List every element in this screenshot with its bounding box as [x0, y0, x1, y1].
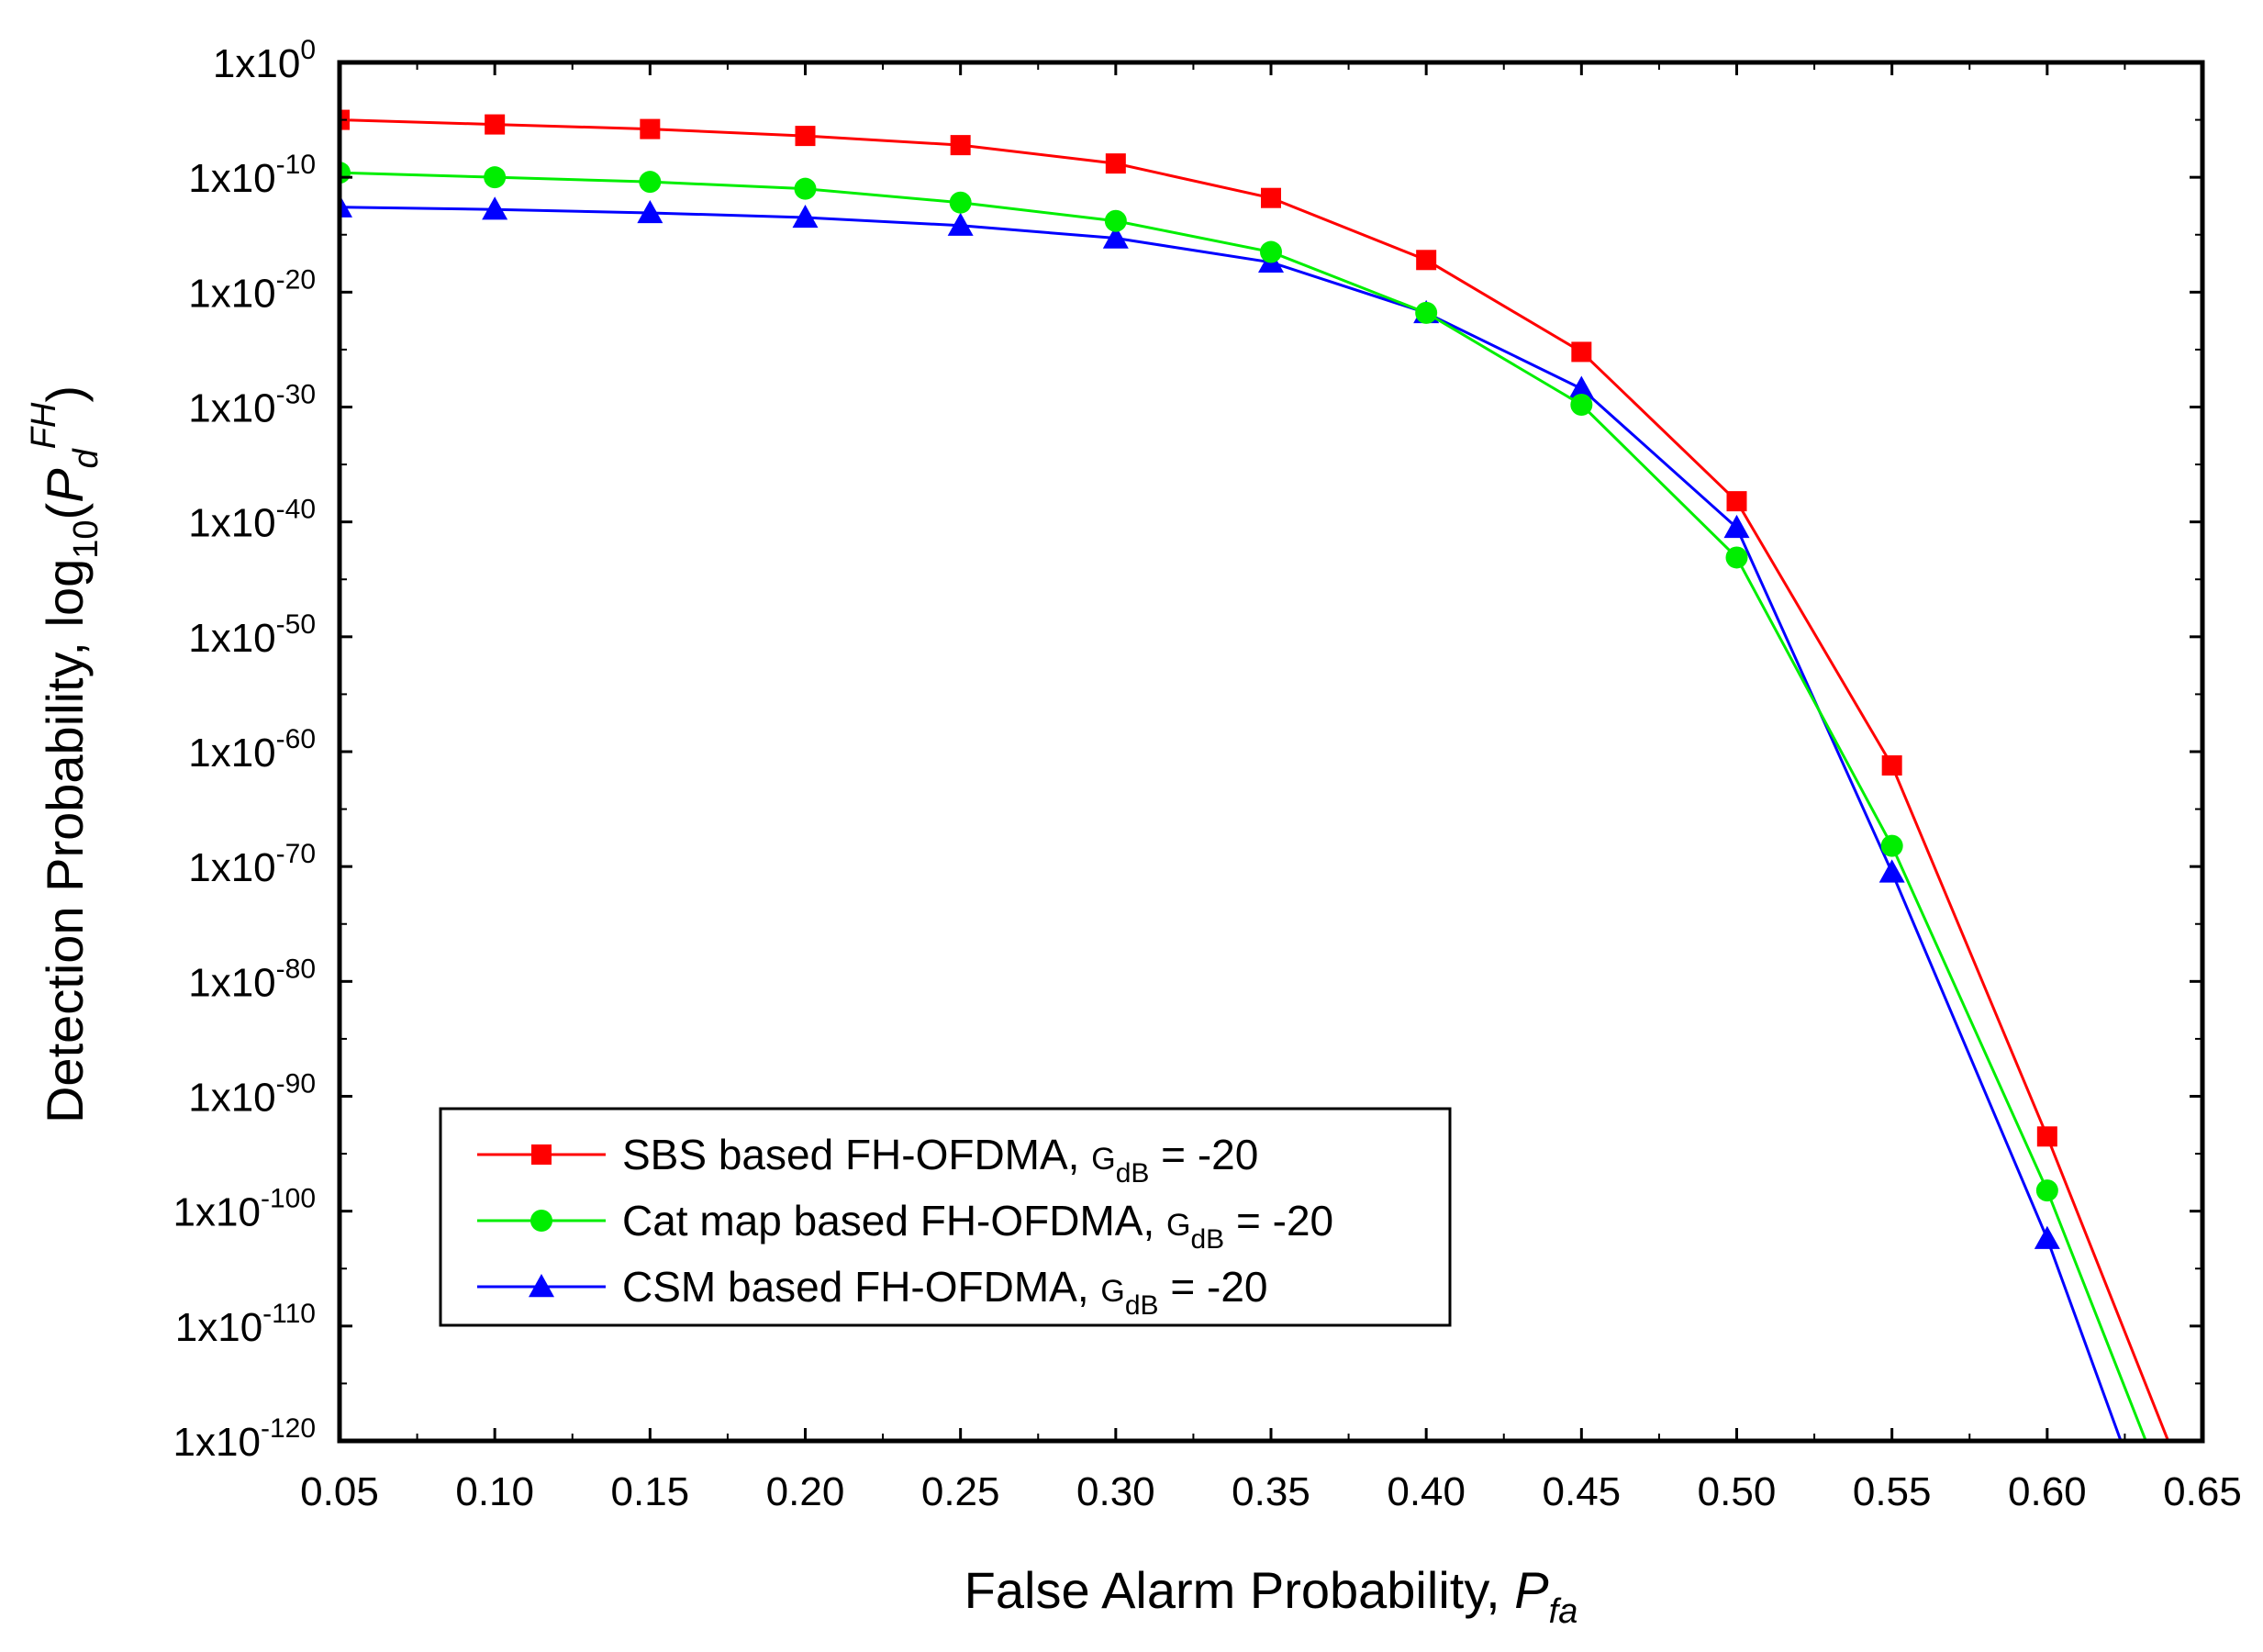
y-tick-label: 1x100 [213, 35, 316, 86]
x-tick-label: 0.30 [1076, 1469, 1155, 1514]
data-point-circle [2035, 1179, 2058, 1202]
y-tick-label: 1x10-60 [188, 724, 316, 776]
data-point-square [950, 135, 971, 156]
data-point-square [1571, 341, 1592, 363]
x-tick-label: 0.20 [766, 1469, 845, 1514]
x-tick-label: 0.55 [1853, 1469, 1932, 1514]
y-tick-label: 1x10-40 [188, 495, 316, 546]
x-axis-label: False Alarm Probability, Pfa [964, 1561, 1578, 1631]
data-point-triangle [1102, 225, 1129, 249]
x-tick-label: 0.40 [1387, 1469, 1466, 1514]
legend-box [439, 1107, 1452, 1327]
data-point-triangle [340, 194, 352, 218]
legend: SBS based FH-OFDMA, GdB = -20 Cat map bas… [439, 1107, 1452, 1327]
y-tick-label: 1x10-110 [175, 1299, 316, 1350]
data-point-triangle [1878, 859, 1905, 883]
data-point-square [485, 114, 506, 135]
data-point-circle [484, 166, 507, 189]
legend-entry: CSM based FH-OFDMA, GdB = -20 [477, 1263, 1268, 1321]
data-point-circle [1260, 240, 1282, 263]
y-tick-label: 1x10-90 [188, 1069, 316, 1121]
data-point-triangle [947, 212, 974, 236]
legend-entry: Cat map based FH-OFDMA, GdB = -20 [477, 1197, 1333, 1255]
data-point-square [1416, 250, 1437, 271]
x-tick-label: 0.65 [2163, 1469, 2242, 1514]
legend-label: SBS based FH-OFDMA, GdB = -20 [622, 1131, 1258, 1189]
data-point-triangle [1568, 375, 1595, 399]
x-tick-label: 0.60 [2008, 1469, 2087, 1514]
data-point-circle [1570, 393, 1593, 416]
data-point-triangle [1723, 514, 1750, 539]
data-point-square [640, 118, 661, 140]
plot-frame [337, 60, 2205, 1444]
y-tick-label: 1x10-50 [188, 609, 316, 661]
y-tick-label: 1x10-80 [188, 954, 316, 1005]
y-tick-label: 1x10-20 [188, 264, 316, 316]
data-point-square [531, 1144, 552, 1165]
data-point-triangle [482, 196, 508, 220]
data-point-circle [949, 191, 972, 214]
y-tick-label: 1x10-70 [188, 839, 316, 890]
data-point-square [1261, 187, 1281, 208]
legend-entry: SBS based FH-OFDMA, GdB = -20 [477, 1131, 1258, 1189]
data-point-square [795, 126, 816, 147]
data-point-circle [1725, 546, 1748, 569]
series-circle [340, 162, 2147, 1441]
legend-label: CSM based FH-OFDMA, GdB = -20 [622, 1263, 1268, 1321]
data-point-square [1105, 153, 1126, 174]
y-tick-label: 1x10-100 [173, 1184, 316, 1235]
data-point-triangle [529, 1274, 554, 1298]
x-tick-label: 0.45 [1543, 1469, 1622, 1514]
data-point-triangle [637, 199, 663, 224]
x-tick-label: 0.15 [611, 1469, 690, 1514]
x-tick-label: 0.50 [1698, 1469, 1777, 1514]
y-tick-label: 1x10-120 [173, 1413, 316, 1465]
y-axis-label: Detection Probability, log10(PdFH) [25, 385, 106, 1123]
data-point-square [1881, 755, 1902, 776]
data-point-circle [530, 1210, 552, 1232]
x-tick-label: 0.05 [300, 1469, 379, 1514]
x-tick-label: 0.10 [455, 1469, 534, 1514]
y-tick-label: 1x10-30 [188, 380, 316, 431]
x-tick-label: 0.35 [1232, 1469, 1310, 1514]
x-tick-label: 0.25 [921, 1469, 1000, 1514]
data-point-circle [1880, 834, 1903, 857]
data-point-square [1726, 491, 1747, 512]
y-tick-label: 1x10-10 [188, 150, 316, 201]
x-tick-labels: 0.05 0.10 0.15 0.20 0.25 0.30 0.35 0.40 0.45 0.50… [300, 1469, 2242, 1514]
data-point-circle [639, 171, 662, 194]
legend-label: Cat map based FH-OFDMA, GdB = -20 [622, 1197, 1333, 1255]
data-point-circle [794, 177, 817, 200]
data-point-circle [1104, 209, 1127, 232]
data-point-square [2036, 1126, 2057, 1147]
data-point-circle [1415, 301, 1438, 324]
data-point-triangle [792, 204, 819, 229]
data-point-triangle [2034, 1225, 2060, 1249]
y-tick-labels: 1x100 1x10-10 1x10-20 1x10-30 1x10-40 1x10-50… [173, 35, 316, 1465]
